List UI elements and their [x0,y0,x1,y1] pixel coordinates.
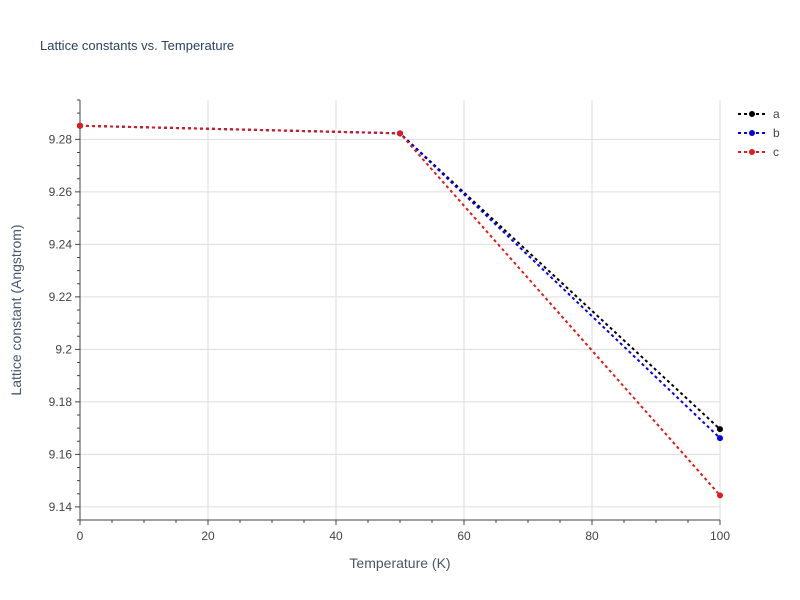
series-line-a [79,124,721,430]
grid-lines [80,100,721,520]
y-tick-label: 9.22 [49,290,73,304]
series-line-b [79,124,721,439]
data-point-c [717,492,723,499]
legend: abc [738,107,780,159]
x-axis-title: Temperature (K) [349,555,450,571]
y-tick-label: 9.14 [49,500,73,514]
x-tick-label: 80 [585,529,599,543]
y-tick-label: 9.28 [49,132,73,146]
y-tick-label: 9.18 [49,395,73,409]
x-tick-label: 20 [201,529,215,543]
chart-title: Lattice constants vs. Temperature [40,38,234,53]
y-tick-label: 9.2 [55,342,72,356]
legend-marker-b [749,130,755,136]
x-tick-label: 40 [329,529,343,543]
x-tick-label: 100 [710,529,730,543]
legend-marker-c [749,149,755,155]
data-point-b [717,435,723,442]
legend-marker-a [749,111,755,117]
legend-label-c: c [773,145,779,159]
x-tick-label: 60 [457,529,471,543]
y-tick-label: 9.26 [49,185,73,199]
y-tick-label: 9.16 [49,447,73,461]
y-tick-label: 9.24 [49,237,73,251]
legend-label-a: a [773,107,780,121]
legend-label-b: b [773,126,780,140]
x-tick-label: 0 [77,529,84,543]
data-point-c [77,122,83,129]
axes [75,99,721,525]
data-point-c [397,130,403,137]
y-axis-title: Lattice constant (Angstrom) [8,224,24,395]
series-layer [77,122,723,499]
series-line-c [79,124,721,496]
data-point-a [717,426,723,433]
tick-labels: 0 20 40 60 80 100 9.14 9.16 9.18 9.2 9.22 9.24 9.26 9… [49,132,731,543]
